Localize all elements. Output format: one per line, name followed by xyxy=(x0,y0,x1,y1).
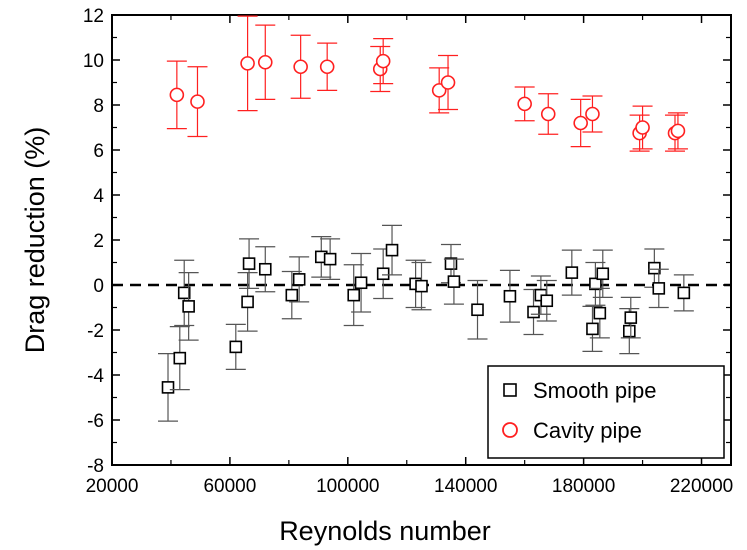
x-tick-label: 180000 xyxy=(552,476,615,497)
smooth-point xyxy=(593,306,607,320)
x-axis-title: Reynolds number xyxy=(279,516,491,546)
tick-labels: -8 -6 -4 -2 0 2 4 6 8 10 12 20000 60000 100000 140000 1… xyxy=(83,6,733,497)
cavity-point xyxy=(670,123,686,139)
smooth-point xyxy=(161,381,175,394)
cavity-point xyxy=(375,53,391,69)
y-tick-label: 10 xyxy=(83,51,104,72)
y-tick-label: -2 xyxy=(87,321,104,342)
legend: Smooth pipe Cavity pipe xyxy=(487,365,725,459)
smooth-point xyxy=(285,288,299,302)
smooth-point xyxy=(385,243,399,257)
smooth-point xyxy=(444,257,458,270)
smooth-point xyxy=(648,261,661,275)
legend-smooth-label: Smooth pipe xyxy=(533,378,657,403)
cavity-point xyxy=(319,59,335,75)
smooth-point xyxy=(596,267,610,281)
cavity-point xyxy=(585,106,600,122)
cavity-point xyxy=(293,59,308,75)
cavity-point xyxy=(635,120,650,135)
y-tick-label: 4 xyxy=(93,186,104,207)
smooth-point xyxy=(586,322,599,336)
smooth-point xyxy=(347,288,361,302)
cavity-point xyxy=(540,106,556,122)
legend-smooth-marker xyxy=(503,383,517,397)
smooth-point xyxy=(292,273,306,286)
legend-cavity-marker xyxy=(502,422,518,438)
smooth-point xyxy=(503,289,517,303)
smooth-point xyxy=(415,279,428,293)
cavity-point xyxy=(190,94,205,109)
smooth-point xyxy=(241,295,254,309)
smooth-point xyxy=(624,311,638,324)
data-series xyxy=(158,15,694,422)
smooth-point xyxy=(447,275,461,288)
smooth-point xyxy=(471,303,484,317)
smooth-point xyxy=(589,277,602,291)
cavity-point xyxy=(440,75,456,90)
cavity-point xyxy=(257,54,273,70)
smooth-point xyxy=(182,300,195,313)
y-tick-label: 12 xyxy=(83,6,104,27)
legend-cavity-label: Cavity pipe xyxy=(533,418,642,443)
y-tick-label: 0 xyxy=(93,276,104,297)
smooth-point xyxy=(677,286,691,300)
x-tick-label: 140000 xyxy=(434,476,497,497)
smooth-point xyxy=(527,305,540,319)
cavity-point xyxy=(517,96,532,112)
smooth-point xyxy=(242,257,256,270)
smooth-point xyxy=(376,267,390,281)
smooth-point xyxy=(229,340,243,354)
smooth-point xyxy=(258,262,272,276)
y-tick-label: 2 xyxy=(93,231,104,252)
x-tick-label: 60000 xyxy=(203,476,256,497)
smooth-point xyxy=(323,252,337,266)
x-tick-label: 20000 xyxy=(86,476,139,497)
y-tick-label: 8 xyxy=(93,96,104,117)
smooth-point xyxy=(652,282,666,295)
smooth-point xyxy=(354,276,368,290)
legend-box xyxy=(487,365,725,459)
y-tick-label: -8 xyxy=(87,456,104,477)
smooth-point xyxy=(173,351,187,365)
cavity-point xyxy=(240,56,255,71)
smooth-point xyxy=(540,294,554,308)
smooth-point xyxy=(177,286,191,300)
cavity-point xyxy=(573,115,588,131)
x-tick-label: 100000 xyxy=(316,476,379,497)
y-axis-title: Drag reduction (%) xyxy=(20,127,50,354)
cavity-point xyxy=(169,87,185,103)
y-tick-label: 6 xyxy=(93,141,104,162)
smooth-point xyxy=(623,324,636,338)
smooth-point xyxy=(565,266,579,279)
x-tick-label: 220000 xyxy=(670,476,733,497)
y-tick-label: -4 xyxy=(87,366,104,387)
y-tick-label: -6 xyxy=(87,411,104,432)
